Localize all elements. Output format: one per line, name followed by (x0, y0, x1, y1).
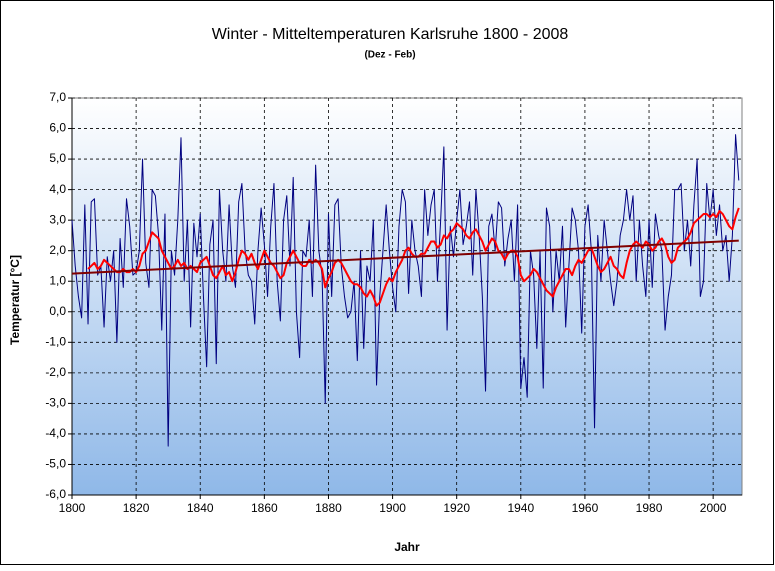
y-tick-label: -5,0 (45, 457, 66, 471)
y-tick-label: 7,0 (49, 90, 66, 104)
plot-area (71, 97, 743, 496)
y-axis-label: Temperatur [°C] (8, 255, 22, 345)
series-line (71, 239, 739, 275)
y-tick-label: 6,0 (49, 121, 66, 135)
x-tick-label: 1820 (123, 501, 150, 515)
x-tick-label: 1940 (507, 501, 534, 515)
chart-subtitle: (Dez - Feb) (364, 50, 415, 61)
y-tick-label: 1,0 (49, 273, 66, 287)
x-tick-label: 1960 (572, 501, 599, 515)
x-axis-label: Jahr (394, 540, 420, 554)
x-tick-label: 1880 (315, 501, 342, 515)
y-tick-label: 4,0 (49, 182, 66, 196)
x-tick-label: 1800 (59, 501, 86, 515)
x-tick-label: 1900 (379, 501, 406, 515)
series-line (71, 134, 740, 447)
y-tick-label: 0,0 (49, 304, 66, 318)
x-tick-label: 1920 (443, 501, 470, 515)
y-tick-label: 3,0 (49, 212, 66, 226)
y-tick-label: 2,0 (49, 243, 66, 257)
series-line (87, 207, 740, 307)
x-tick-label: 1860 (251, 501, 278, 515)
x-tick-label: 1980 (636, 501, 663, 515)
y-tick-label: -1,0 (45, 334, 66, 348)
y-tick-label: 5,0 (49, 151, 66, 165)
y-tick-label: -4,0 (45, 426, 66, 440)
x-tick-label: 1840 (187, 501, 214, 515)
y-tick-label: -6,0 (45, 487, 66, 501)
chart-title: Winter - Mitteltemperaturen Karlsruhe 18… (212, 26, 569, 43)
x-tick-label: 2000 (700, 501, 727, 515)
y-tick-label: -3,0 (45, 396, 66, 410)
y-tick-label: -2,0 (45, 365, 66, 379)
